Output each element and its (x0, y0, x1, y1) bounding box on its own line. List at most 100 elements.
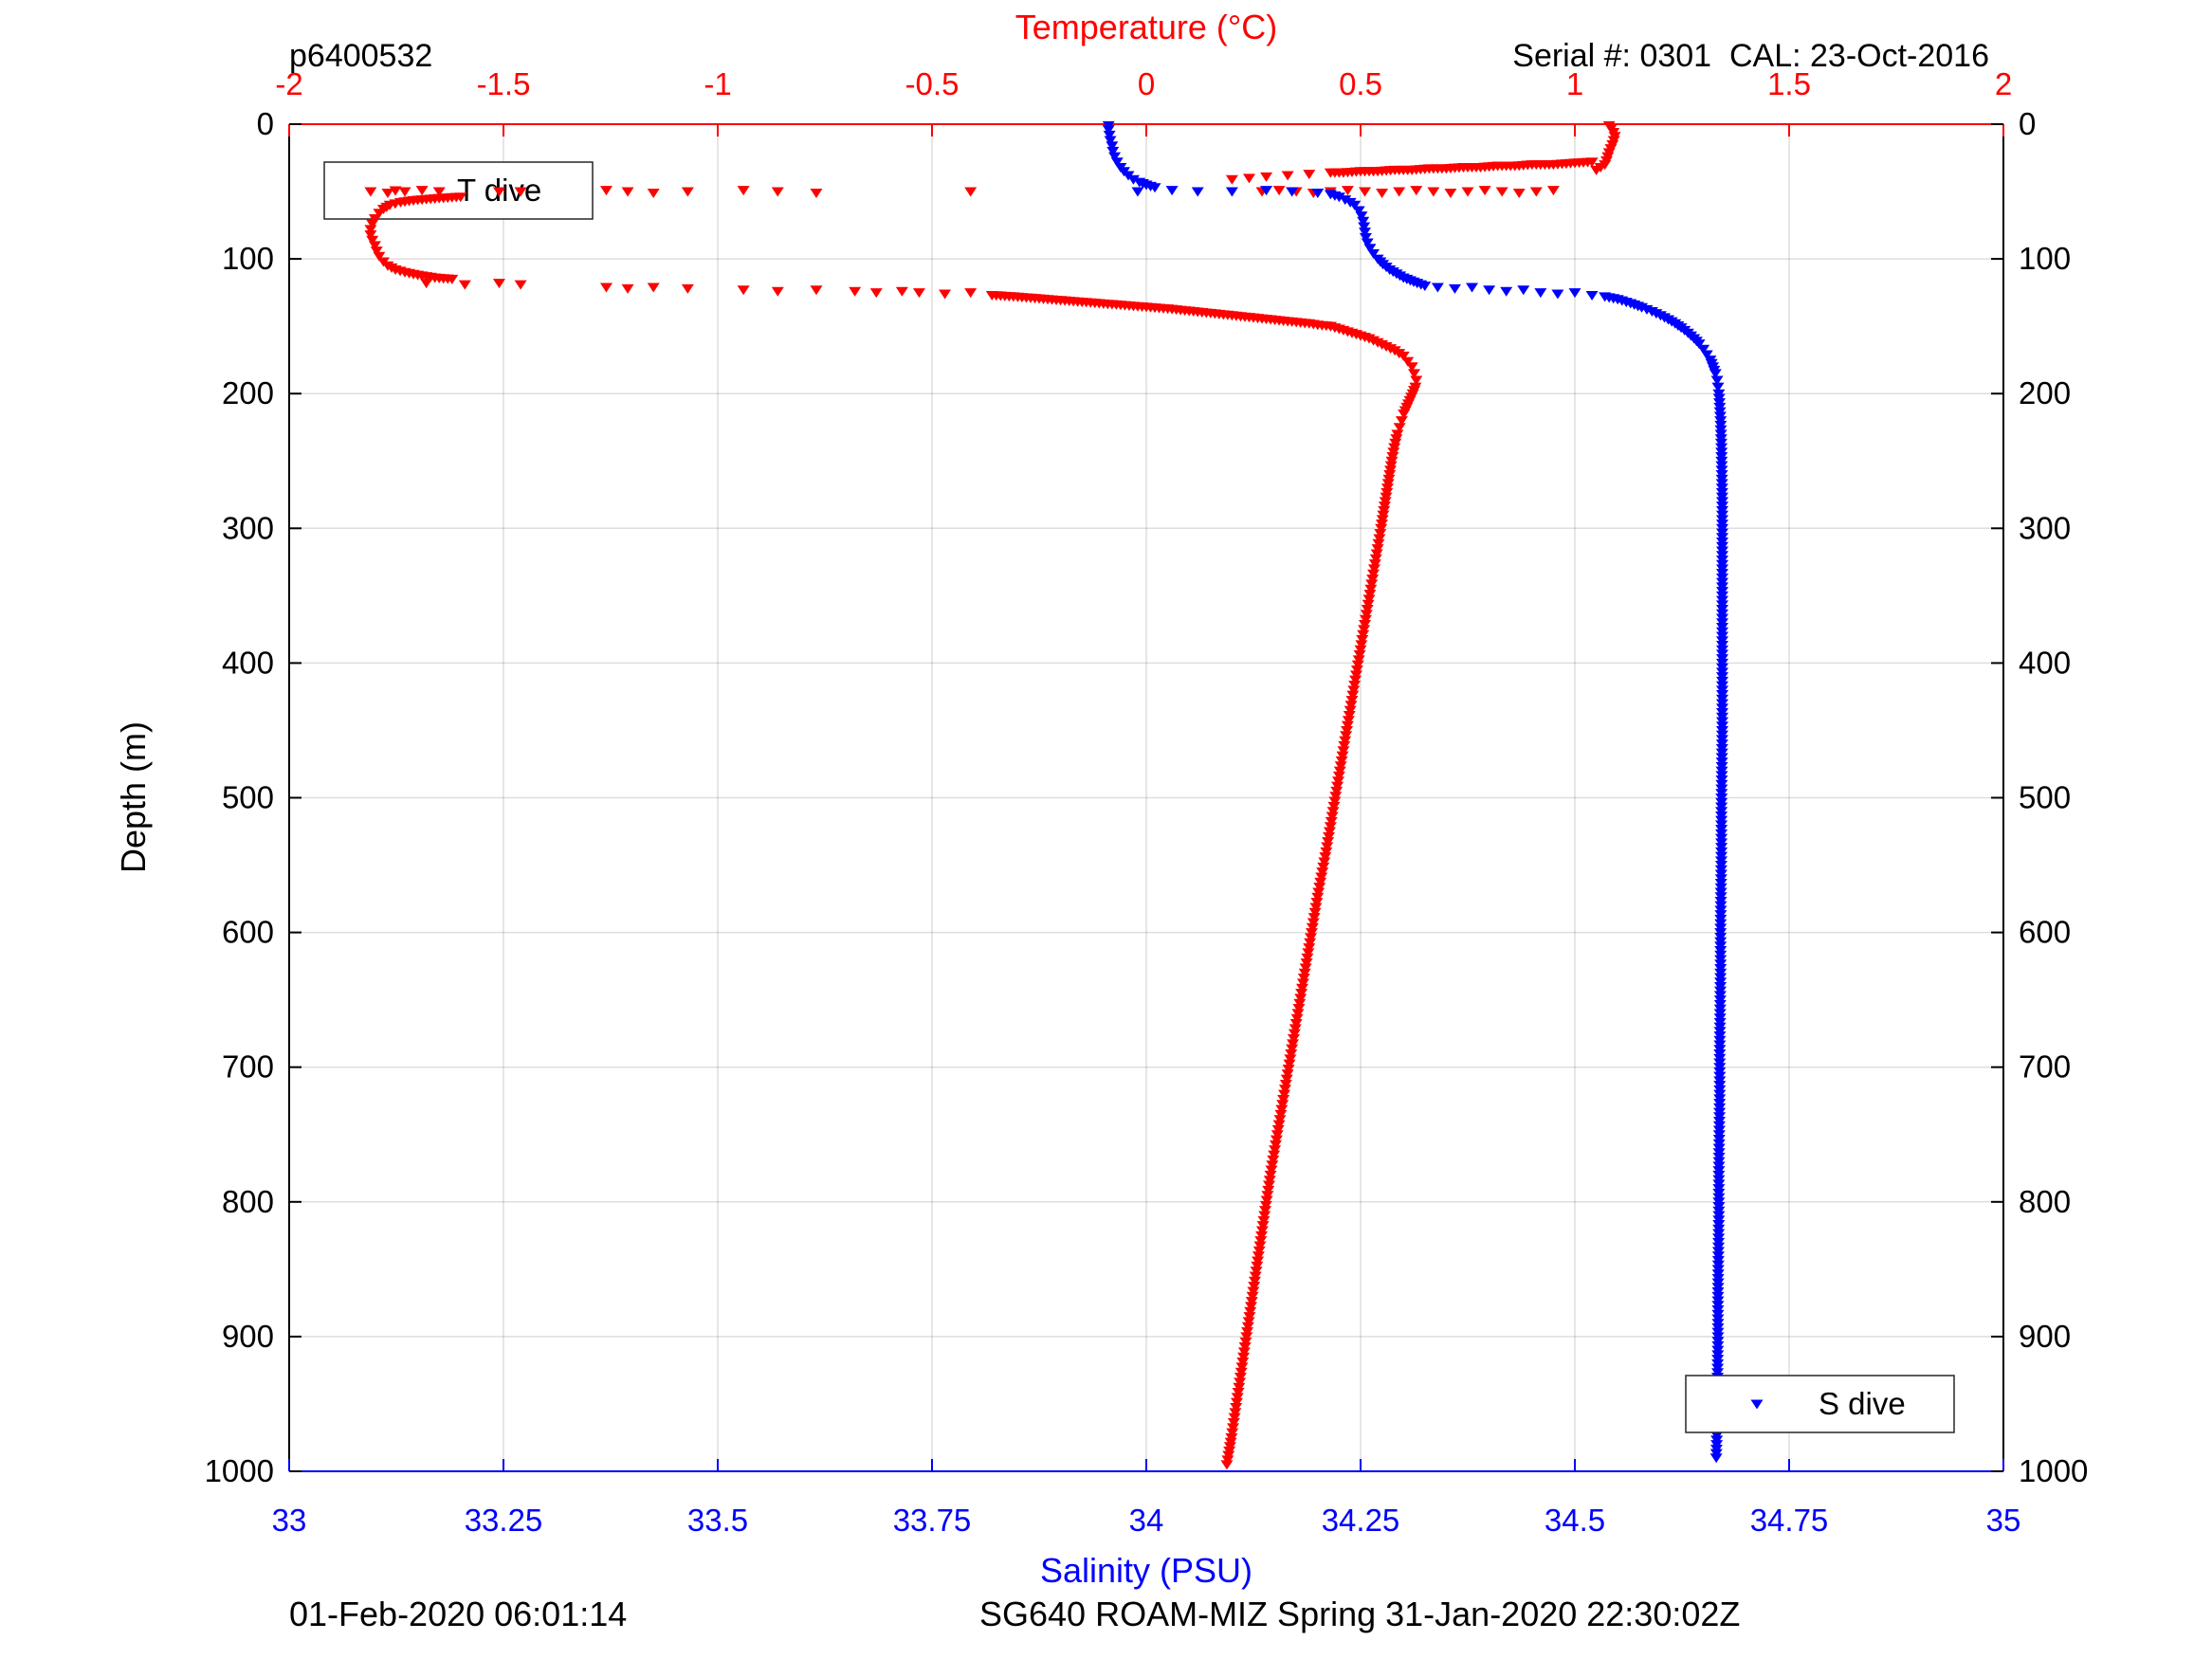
data-marker (1103, 130, 1116, 140)
data-marker (1349, 670, 1362, 681)
data-marker (1273, 1115, 1287, 1125)
data-marker (1359, 614, 1372, 625)
data-marker (810, 188, 823, 198)
data-marker (1260, 186, 1273, 196)
data-marker (647, 188, 660, 198)
data-marker (1253, 1241, 1267, 1251)
sal-tick-label: 33.75 (893, 1503, 972, 1538)
footer-mission-label: SG640 ROAM-MIZ Spring 31-Jan-2020 22:30:… (979, 1595, 1741, 1633)
data-marker (771, 286, 784, 297)
data-marker (1336, 751, 1349, 761)
data-marker (1339, 736, 1352, 746)
data-marker (771, 187, 784, 197)
data-marker (1294, 994, 1307, 1004)
data-marker (810, 285, 823, 296)
data-marker (1165, 186, 1179, 196)
data-marker (1287, 1039, 1300, 1049)
data-marker (1332, 192, 1345, 203)
data-marker (398, 187, 411, 197)
data-marker (1237, 1352, 1251, 1362)
data-marker (1289, 1024, 1302, 1034)
data-marker (1303, 170, 1316, 180)
data-marker (964, 187, 978, 197)
depth-tick-label-right: 200 (2019, 375, 2071, 410)
data-marker (1360, 610, 1373, 620)
data-marker (1331, 776, 1344, 787)
data-marker (1300, 958, 1313, 969)
data-marker (1358, 625, 1371, 635)
data-marker (1262, 1185, 1275, 1195)
data-marker (1585, 290, 1599, 301)
data-marker (1281, 171, 1294, 181)
data-marker (1263, 1176, 1276, 1186)
data-marker (1395, 416, 1408, 427)
data-marker (1325, 816, 1338, 827)
data-marker (849, 286, 862, 297)
data-marker (1318, 857, 1331, 867)
data-marker (1393, 187, 1406, 197)
data-marker (912, 288, 925, 299)
legend-marker-icon (1750, 1399, 1764, 1410)
data-marker (1267, 1155, 1280, 1165)
data-marker (1249, 1271, 1262, 1282)
serial-cal-label: Serial #: 0301 CAL: 23-Oct-2016 (1512, 38, 1989, 74)
data-marker (1268, 1150, 1281, 1160)
data-marker (1238, 1342, 1252, 1353)
data-marker (1418, 282, 1432, 292)
data-marker (1308, 907, 1322, 918)
data-marker (366, 219, 379, 229)
data-marker (1257, 1215, 1271, 1226)
legend-label: S dive (1819, 1386, 1906, 1421)
data-marker (1529, 187, 1543, 197)
data-marker (1242, 1317, 1255, 1327)
footer-timestamp: 01-Feb-2020 06:01:14 (289, 1595, 628, 1633)
data-marker (1108, 152, 1122, 162)
data-marker (1247, 1286, 1260, 1297)
data-marker (1324, 168, 1337, 178)
data-marker (1283, 1059, 1296, 1069)
data-marker (1242, 173, 1255, 184)
data-marker (1355, 211, 1368, 222)
data-marker (1372, 538, 1385, 549)
data-marker (1344, 701, 1358, 711)
data-marker (1427, 187, 1440, 197)
data-marker (1335, 756, 1348, 766)
data-marker (1346, 690, 1360, 701)
sal-tick-label: 34 (1129, 1503, 1164, 1538)
data-marker (1351, 660, 1364, 670)
data-marker (1359, 620, 1372, 630)
data-marker (1262, 1180, 1275, 1191)
depth-tick-label-right: 1000 (2019, 1453, 2088, 1488)
data-marker (1234, 1373, 1247, 1383)
data-marker (895, 286, 908, 297)
data-marker (1333, 766, 1346, 776)
data-marker (415, 186, 429, 196)
data-marker (1408, 369, 1420, 379)
data-marker (1260, 172, 1273, 182)
depth-tick-label-right: 800 (2019, 1184, 2071, 1219)
data-marker (1225, 187, 1238, 197)
data-marker (1356, 635, 1369, 646)
data-marker (1279, 1079, 1292, 1089)
data-marker (381, 188, 394, 198)
depth-tick-label-left: 900 (222, 1319, 274, 1354)
data-marker (1313, 883, 1326, 893)
temp-tick-label: -0.5 (905, 66, 960, 101)
data-marker (1348, 680, 1362, 690)
data-marker (1347, 685, 1361, 696)
data-marker (1401, 356, 1415, 367)
data-marker (1287, 1034, 1300, 1045)
data-marker (1126, 174, 1140, 185)
data-marker (1250, 1267, 1263, 1277)
data-marker (1298, 968, 1311, 978)
data-marker (1321, 842, 1334, 852)
data-marker (1361, 605, 1374, 615)
data-marker (621, 283, 634, 294)
depth-tick-label-left: 600 (222, 915, 274, 950)
data-marker (1317, 862, 1330, 872)
data-marker (1319, 852, 1332, 863)
data-marker (1328, 796, 1342, 807)
data-marker (1303, 943, 1316, 954)
data-marker (1296, 978, 1309, 989)
data-marker (964, 288, 978, 299)
